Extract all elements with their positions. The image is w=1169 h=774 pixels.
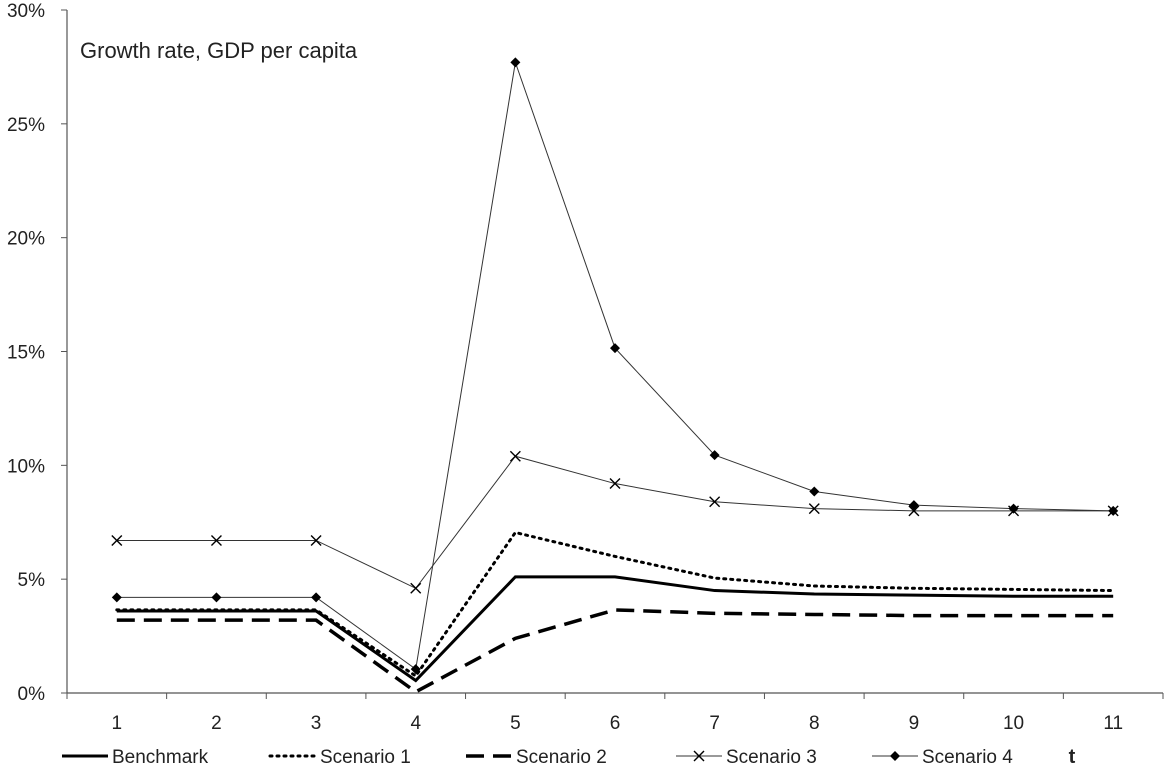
legend-label-benchmark: Benchmark: [112, 747, 209, 768]
y-tick-label: 30%: [7, 1, 45, 22]
data-point-scenario-3-stroke: [310, 534, 322, 546]
legend-label-scenario-2: Scenario 2: [516, 747, 607, 768]
legend-marker-scenario-4: [890, 751, 900, 761]
legend-item-benchmark: Benchmark: [62, 747, 209, 768]
legend-marker-scenario-3-stroke: [693, 750, 705, 762]
data-point-scenario-4: [809, 486, 820, 497]
series-scenario-4: [111, 57, 1119, 675]
x-tick-label: 9: [909, 713, 920, 734]
x-tick-label: 5: [510, 713, 521, 734]
chart-title: Growth rate, GDP per capita: [80, 38, 358, 63]
legend-label-scenario-1: Scenario 1: [320, 747, 411, 768]
data-point-scenario-4: [211, 592, 222, 603]
data-point-scenario-4: [311, 592, 322, 603]
data-point-scenario-3: [410, 582, 422, 594]
y-tick-label: 0%: [18, 684, 46, 705]
y-tick-label: 20%: [7, 229, 45, 250]
data-point-scenario-4: [908, 500, 919, 511]
data-point-scenario-3: [310, 534, 322, 546]
x-tick-label: 4: [410, 713, 421, 734]
data-point-scenario-3-stroke: [210, 534, 222, 546]
series-line-scenario-2: [116, 608, 1114, 694]
data-point-scenario-4: [410, 664, 421, 675]
data-point-scenario-3: [210, 534, 222, 546]
data-point-scenario-4: [111, 592, 122, 603]
data-point-scenario-3: [509, 450, 521, 462]
series-benchmark: [116, 575, 1114, 683]
x-axis-label: t: [1069, 746, 1076, 768]
series-scenario-2: [116, 608, 1114, 694]
legend-item-scenario-4: Scenario 4: [872, 747, 1013, 768]
axes: 0% 5% 10% 15% 20% 25% 30% 1 2 3 4 5 6 7 8 9 10 11: [7, 1, 1164, 734]
series-scenario-3: [111, 450, 1119, 594]
data-point-scenario-3-stroke: [808, 503, 820, 515]
legend-label-scenario-3: Scenario 3: [726, 747, 817, 768]
series-line-benchmark: [116, 575, 1114, 683]
x-tick-label: 8: [809, 713, 820, 734]
series-line-scenario-3: [116, 455, 1114, 589]
data-point-scenario-3: [609, 478, 621, 490]
data-point-scenario-3-stroke: [908, 505, 920, 517]
data-point-scenario-4: [610, 343, 620, 354]
data-point-scenario-4: [709, 450, 720, 461]
y-tick-label: 25%: [7, 115, 45, 136]
data-point-scenario-3-stroke: [709, 496, 721, 508]
legend-item-scenario-2: Scenario 2: [466, 747, 607, 768]
x-tick-label: 2: [211, 713, 222, 734]
legend: Benchmark Scenario 1 Scenario 2 Scenario 3 S…: [62, 747, 1013, 768]
data-point-scenario-4: [510, 57, 521, 68]
data-point-scenario-3-stroke: [609, 478, 621, 490]
legend-label-scenario-4: Scenario 4: [922, 747, 1013, 768]
y-tick-label: 10%: [7, 456, 45, 477]
series-line-scenario-1: [115, 530, 1115, 678]
series-scenario-1: [115, 530, 1115, 678]
x-tick-label: 7: [709, 713, 720, 734]
legend-item-scenario-1: Scenario 1: [268, 747, 411, 768]
x-tick-label: 11: [1103, 713, 1123, 734]
y-tick-label: 5%: [18, 570, 46, 591]
data-point-scenario-3: [908, 505, 920, 517]
data-point-scenario-3: [808, 503, 820, 515]
data-point-scenario-3-stroke: [111, 534, 123, 546]
data-point-scenario-3-stroke: [410, 582, 422, 594]
y-tick-label: 15%: [7, 343, 45, 364]
x-tick-label: 1: [112, 713, 123, 734]
x-tick-label: 3: [311, 713, 322, 734]
data-point-scenario-3-stroke: [509, 450, 521, 462]
x-tick-label: 10: [1003, 713, 1024, 734]
x-tick-label: 6: [610, 713, 621, 734]
data-point-scenario-3: [111, 534, 123, 546]
data-point-scenario-4: [1108, 505, 1119, 516]
legend-marker-scenario-3: [693, 750, 705, 762]
data-point-scenario-4: [1008, 503, 1019, 514]
legend-item-scenario-3: Scenario 3: [676, 747, 817, 768]
series-layer: [111, 57, 1119, 694]
data-point-scenario-3: [709, 496, 721, 508]
